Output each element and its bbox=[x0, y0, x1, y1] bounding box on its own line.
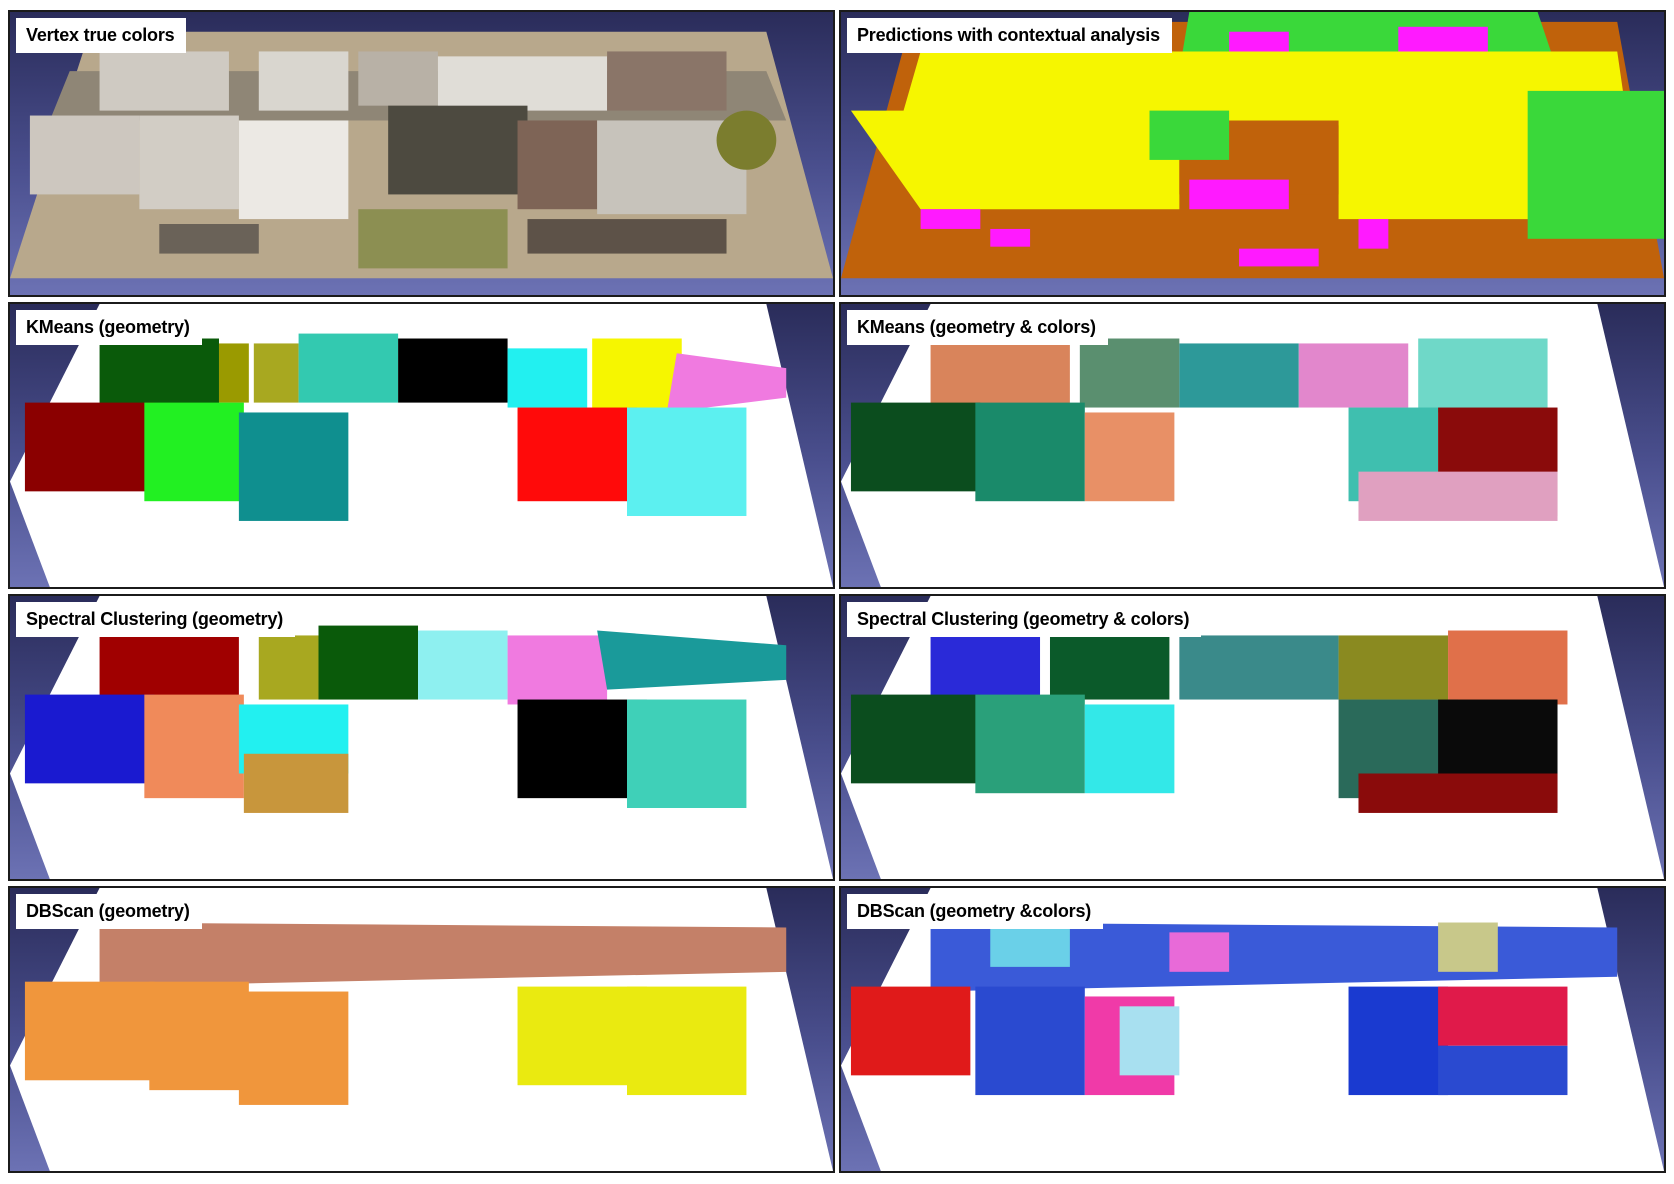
mesh-render bbox=[10, 304, 833, 587]
panel-label: Spectral Clustering (geometry & colors) bbox=[847, 602, 1202, 637]
mesh-render bbox=[841, 304, 1664, 587]
mesh-render bbox=[841, 596, 1664, 879]
mesh-render bbox=[10, 596, 833, 879]
panel-label: DBScan (geometry) bbox=[16, 894, 202, 929]
panel-label: DBScan (geometry &colors) bbox=[847, 894, 1104, 929]
panel-spectral-geometry: Spectral Clustering (geometry) bbox=[8, 594, 835, 881]
mesh-render bbox=[10, 31, 833, 279]
panel-kmeans-geometry: KMeans (geometry) bbox=[8, 302, 835, 589]
mesh-render bbox=[841, 888, 1664, 1171]
panel-dbscan-geometry: DBScan (geometry) bbox=[8, 886, 835, 1173]
panel-label: KMeans (geometry & colors) bbox=[847, 310, 1108, 345]
panel-label: Predictions with contextual analysis bbox=[847, 18, 1172, 53]
panel-label: KMeans (geometry) bbox=[16, 310, 202, 345]
panel-spectral-geometry-colors: Spectral Clustering (geometry & colors) bbox=[839, 594, 1666, 881]
panel-dbscan-geometry-colors: DBScan (geometry &colors) bbox=[839, 886, 1666, 1173]
mesh-render bbox=[841, 12, 1664, 279]
figure-grid: Vertex true colors Predictions with cont… bbox=[8, 10, 1666, 1176]
panel-kmeans-geometry-colors: KMeans (geometry & colors) bbox=[839, 302, 1666, 589]
panel-predictions-contextual: Predictions with contextual analysis bbox=[839, 10, 1666, 297]
panel-label: Vertex true colors bbox=[16, 18, 187, 53]
panel-vertex-true-colors: Vertex true colors bbox=[8, 10, 835, 297]
mesh-render bbox=[10, 888, 833, 1171]
panel-label: Spectral Clustering (geometry) bbox=[16, 602, 296, 637]
